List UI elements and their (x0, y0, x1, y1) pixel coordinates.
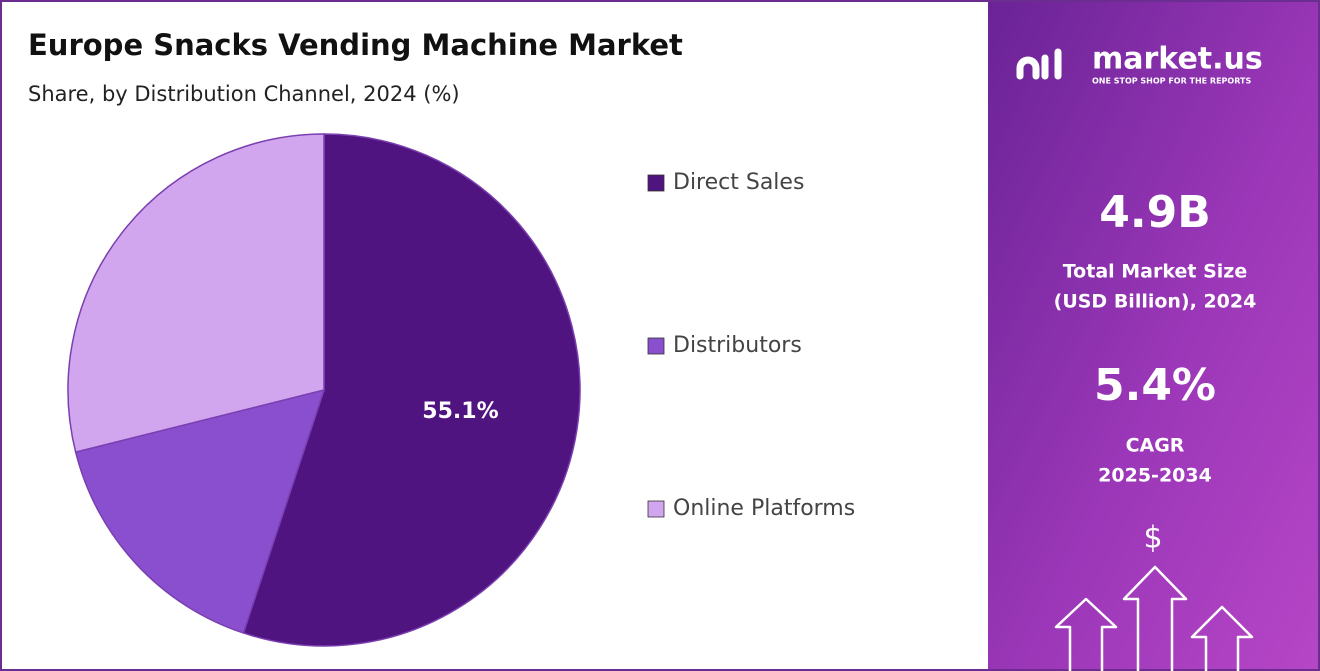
market-size: 4.9B (1099, 187, 1210, 238)
legend-swatch (647, 500, 665, 518)
pie-slice (242, 133, 581, 647)
data-label: 55.1% (422, 399, 498, 424)
legend-swatch (647, 174, 665, 192)
chart-title: Europe Snacks Vending Machine Market (28, 28, 683, 62)
cagr-caption: 2025-2034 (1098, 465, 1212, 487)
brand-logo (1016, 48, 1062, 80)
legend-swatch (647, 337, 665, 355)
market-size-caption: (USD Billion), 2024 (1054, 291, 1257, 313)
cagr-value: 5.4% (1094, 360, 1216, 411)
arrow-icon (1190, 605, 1254, 671)
legend: Direct Sales Distributors Online Platforms (647, 170, 855, 521)
logo-icon (1041, 48, 1062, 80)
currency-icon: $ (1143, 521, 1162, 556)
legend-label: Online Platforms (673, 496, 855, 521)
chart-subtitle: Share, by Distribution Channel, 2024 (%) (28, 82, 460, 106)
brand-name: market.us (1092, 42, 1263, 77)
logo-icon (1016, 56, 1040, 80)
pie: 55.1% (67, 133, 581, 647)
pie-slice (74, 388, 326, 634)
growth-arrows (1054, 565, 1254, 671)
legend-label: Direct Sales (673, 170, 804, 195)
market-size-caption: Total Market Size (1063, 261, 1247, 283)
legend-label: Distributors (673, 333, 802, 358)
side-panel (988, 2, 1318, 669)
cagr-caption: CAGR (1126, 435, 1185, 457)
pie-slice (67, 133, 325, 454)
arrow-icon (1054, 597, 1118, 671)
brand-tagline: ONE STOP SHOP FOR THE REPORTS (1092, 77, 1251, 86)
arrow-icon (1122, 565, 1188, 671)
